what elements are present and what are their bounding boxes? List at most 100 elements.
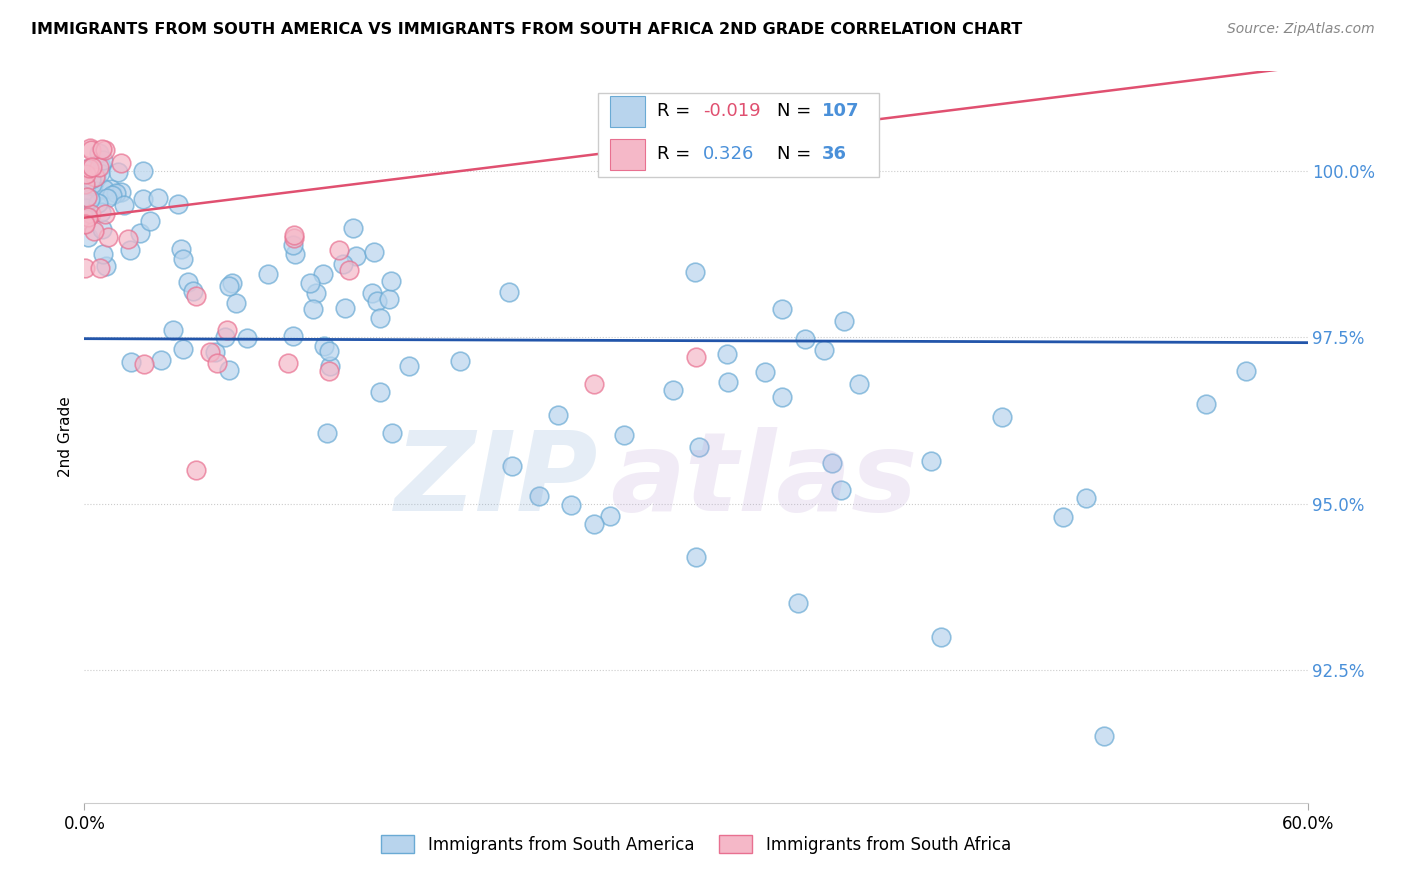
Point xyxy=(716,346,738,360)
Point xyxy=(363,244,385,259)
Point xyxy=(283,328,305,343)
Text: N =: N = xyxy=(776,145,817,163)
Point xyxy=(80,207,103,221)
Point xyxy=(361,285,384,300)
Point xyxy=(583,516,606,531)
Point xyxy=(146,191,169,205)
Point xyxy=(277,356,299,370)
Point xyxy=(77,161,100,175)
Point xyxy=(96,259,118,273)
Text: IMMIGRANTS FROM SOUTH AMERICA VS IMMIGRANTS FROM SOUTH AFRICA 2ND GRADE CORRELAT: IMMIGRANTS FROM SOUTH AMERICA VS IMMIGRA… xyxy=(31,22,1022,37)
Point xyxy=(84,169,107,184)
Point xyxy=(794,332,817,346)
Point xyxy=(1092,729,1115,743)
Point xyxy=(149,353,172,368)
Point xyxy=(177,275,200,289)
Point xyxy=(398,359,420,373)
Point xyxy=(770,301,793,316)
Point xyxy=(89,160,111,174)
Point xyxy=(90,159,112,173)
Point xyxy=(134,357,156,371)
Point xyxy=(449,354,471,368)
Point xyxy=(501,459,523,474)
Point xyxy=(169,243,191,257)
Point xyxy=(93,182,115,196)
Point xyxy=(129,226,152,240)
Point xyxy=(1076,491,1098,506)
Point xyxy=(100,182,122,196)
Point xyxy=(186,463,208,477)
Point xyxy=(200,345,222,359)
Point xyxy=(318,363,340,377)
Point xyxy=(368,311,391,326)
Point xyxy=(82,187,104,202)
Point xyxy=(79,141,101,155)
Point xyxy=(90,205,112,219)
Point xyxy=(183,285,205,299)
Text: R =: R = xyxy=(657,145,696,163)
Point xyxy=(821,456,844,470)
Point xyxy=(333,301,356,315)
Legend: Immigrants from South America, Immigrants from South Africa: Immigrants from South America, Immigrant… xyxy=(374,829,1018,860)
Point xyxy=(380,274,402,288)
Point xyxy=(76,189,98,203)
Point xyxy=(319,359,342,373)
Point xyxy=(284,247,307,261)
Point xyxy=(929,630,952,644)
Point xyxy=(162,323,184,337)
FancyBboxPatch shape xyxy=(610,95,644,127)
Point xyxy=(257,267,280,281)
Text: 107: 107 xyxy=(823,103,859,120)
Point xyxy=(107,164,129,178)
Point xyxy=(1195,397,1218,411)
Point xyxy=(139,214,162,228)
Point xyxy=(89,261,111,276)
Point xyxy=(110,185,132,199)
Point xyxy=(301,302,323,317)
Point xyxy=(218,362,240,376)
Point xyxy=(366,293,388,308)
Point xyxy=(101,188,124,202)
Point xyxy=(613,428,636,442)
Point xyxy=(318,344,340,359)
Point xyxy=(132,163,155,178)
Point xyxy=(75,202,97,216)
Point xyxy=(1236,363,1258,377)
Point xyxy=(312,339,335,353)
Point xyxy=(342,221,364,235)
Point xyxy=(118,244,141,258)
Point xyxy=(683,265,706,279)
Point xyxy=(283,231,305,245)
Point xyxy=(599,508,621,523)
Point xyxy=(205,356,228,370)
Point xyxy=(93,143,115,157)
Point xyxy=(218,279,240,293)
Point xyxy=(368,384,391,399)
Point xyxy=(75,261,97,276)
Point xyxy=(304,286,326,301)
Point xyxy=(117,232,139,246)
Point xyxy=(80,143,103,157)
Text: ZIP: ZIP xyxy=(395,427,598,534)
Point xyxy=(498,285,520,299)
Point xyxy=(184,289,207,303)
Point xyxy=(221,276,243,290)
Text: R =: R = xyxy=(657,103,696,120)
Point xyxy=(79,192,101,206)
Point xyxy=(688,440,710,454)
Point xyxy=(75,216,97,230)
FancyBboxPatch shape xyxy=(598,94,880,178)
Point xyxy=(204,344,226,359)
Point xyxy=(344,249,367,263)
Point xyxy=(96,191,118,205)
Point xyxy=(685,351,707,365)
Point xyxy=(75,211,97,226)
Y-axis label: 2nd Grade: 2nd Grade xyxy=(58,397,73,477)
Point xyxy=(813,343,835,357)
Point xyxy=(316,426,339,441)
Point xyxy=(110,156,132,170)
Point xyxy=(281,238,304,252)
Point xyxy=(662,383,685,397)
Point xyxy=(312,267,335,281)
Point xyxy=(217,322,239,336)
